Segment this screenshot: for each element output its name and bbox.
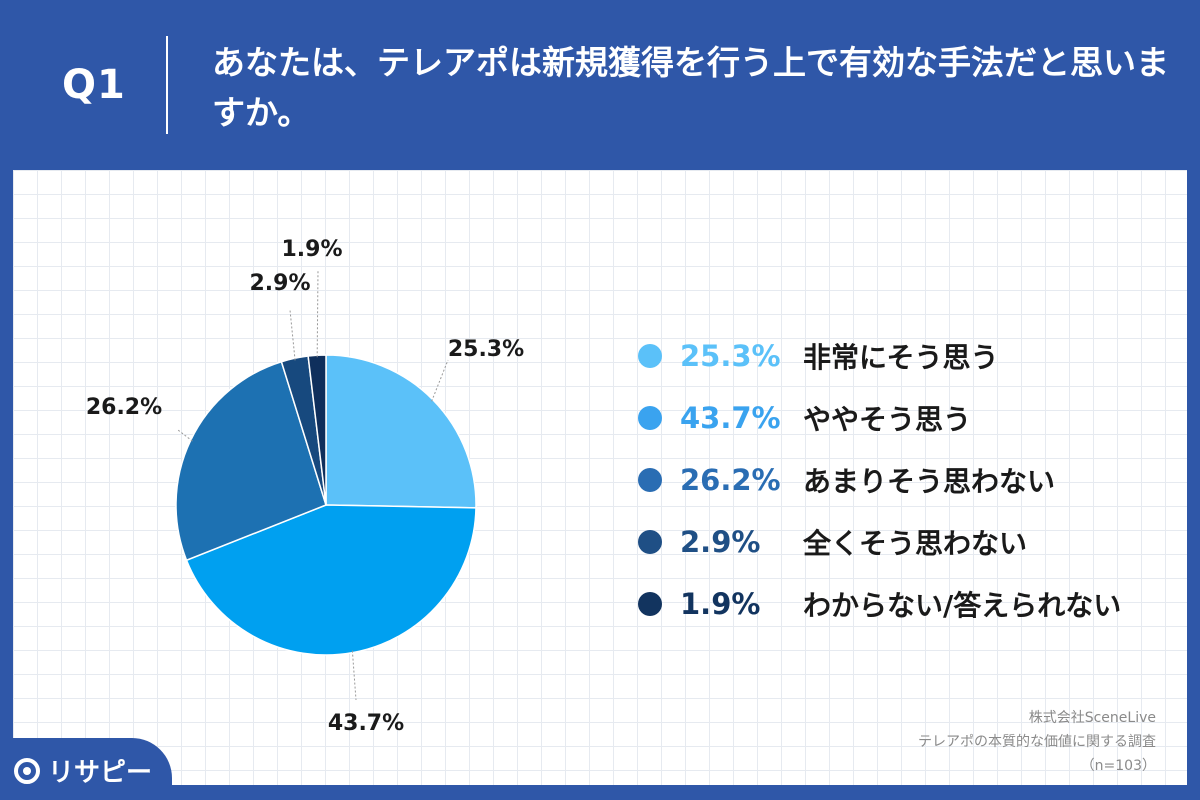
header-divider [166, 36, 168, 134]
source-note: 株式会社SceneLive テレアポの本質的な価値に関する調査 （n=103） [918, 706, 1156, 778]
legend-item-somewhat-agree: 43.7% ややそう思う [625, 398, 1185, 438]
legend-item-very-agree: 25.3% 非常にそう思う [625, 336, 1185, 376]
slice-data-label: 1.9% [281, 237, 342, 262]
legend-value: 43.7% [680, 401, 781, 435]
slice-data-label: 26.2% [86, 395, 162, 420]
leader-line [289, 309, 296, 361]
leader-line [316, 269, 319, 358]
legend-value: 26.2% [680, 463, 781, 497]
legend-item-dont-know: 1.9% わからない/答えられない [625, 584, 1185, 624]
pie-slice [325, 354, 477, 509]
legend-dot [638, 468, 662, 492]
legend-label: あまりそう思わない [803, 465, 1056, 498]
legend-item-not-at-all: 2.9% 全くそう思わない [625, 522, 1185, 562]
legend-label: 全くそう思わない [803, 527, 1028, 560]
legend-label: ややそう思う [803, 403, 972, 436]
slice-data-label: 25.3% [448, 337, 524, 362]
leader-line [351, 650, 357, 701]
brand-logo: リサピー [14, 752, 152, 789]
brand-name: リサピー [48, 758, 153, 788]
slice-data-label: 2.9% [249, 271, 310, 296]
legend-dot [638, 344, 662, 368]
source-sample-size: （n=103） [1080, 758, 1156, 774]
question-number: Q1 [62, 62, 126, 108]
legend-dot [638, 592, 662, 616]
legend-value: 25.3% [680, 339, 781, 373]
leader-line [431, 359, 449, 402]
legend-label: わからない/答えられない [803, 589, 1122, 622]
source-survey: テレアポの本質的な価値に関する調査 [918, 734, 1156, 750]
question-text: あなたは、テレアポは新規獲得を行う上で有効な手法だと思いますか。 [212, 43, 1169, 132]
legend-value: 1.9% [680, 587, 761, 621]
slice-data-label: 43.7% [328, 711, 404, 736]
legend-item-not-really: 26.2% あまりそう思わない [625, 460, 1185, 500]
legend-value: 2.9% [680, 525, 761, 559]
header: Q1 あなたは、テレアポは新規獲得を行う上で有効な手法だと思いますか。 [0, 0, 1200, 170]
legend-label: 非常にそう思う [803, 341, 999, 374]
legend-dot [638, 406, 662, 430]
leader-line [177, 429, 193, 442]
pin-icon [14, 757, 40, 784]
source-company: 株式会社SceneLive [1028, 710, 1156, 726]
legend-dot [638, 530, 662, 554]
